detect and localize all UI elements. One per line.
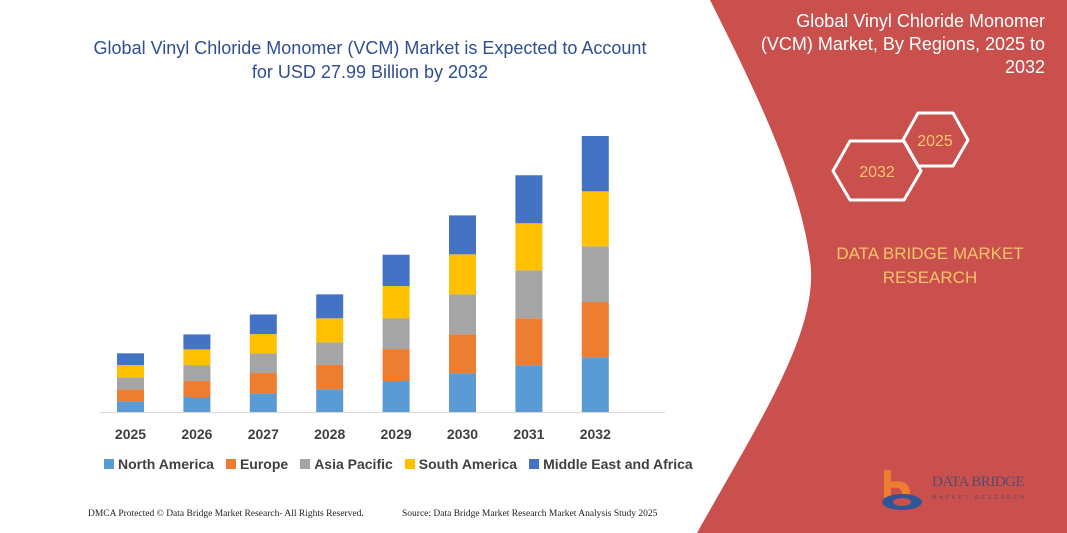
legend-item: North America — [104, 456, 214, 472]
bar-segment-2031-middle-east-and-africa — [515, 175, 543, 224]
brand-text: DATA BRIDGE MARKET RESEARCH — [836, 244, 1024, 287]
bar-segment-2025-south-america — [117, 364, 144, 378]
bar-segment-2029-middle-east-and-africa — [382, 254, 410, 287]
side-panel-title: Global Vinyl Chloride Monomer (VCM) Mark… — [760, 11, 1045, 77]
bar-segment-2030-south-america — [449, 254, 476, 295]
bar-segment-2032-south-america — [581, 191, 609, 247]
bar-segment-2030-middle-east-and-africa — [449, 215, 476, 255]
chart-title: Global Vinyl Chloride Monomer (VCM) Mark… — [93, 38, 647, 82]
bar-segment-2026-middle-east-and-africa — [183, 334, 211, 350]
bar-segment-2026-asia-pacific — [183, 365, 211, 382]
x-tick-label: 2026 — [181, 426, 212, 442]
bar-segment-2028-north-america — [316, 389, 344, 412]
bar-segment-2032-europe — [581, 302, 609, 358]
legend-label: Europe — [239, 456, 289, 472]
legend-label: South America — [418, 456, 518, 472]
bar-segment-2028-middle-east-and-africa — [316, 294, 344, 319]
bar-segment-2030-asia-pacific — [449, 294, 476, 335]
bar-segment-2029-north-america — [382, 381, 410, 412]
bar-segment-2025-middle-east-and-africa — [117, 353, 144, 365]
x-tick-label: 2031 — [513, 426, 544, 442]
bar-segment-2032-middle-east-and-africa — [581, 136, 609, 192]
bar-segment-2029-asia-pacific — [382, 318, 410, 350]
footer-copyright: DMCA Protected © Data Bridge Market Rese… — [88, 509, 364, 519]
bar-segment-2027-europe — [249, 373, 277, 394]
x-tick-label: 2025 — [115, 426, 146, 442]
bar-segment-2031-north-america — [515, 365, 543, 412]
hex-label-2032: 2032 — [859, 164, 895, 181]
bar-segment-2027-asia-pacific — [249, 353, 277, 374]
legend-label: North America — [118, 456, 214, 472]
logo-subtext: MARKET RESEARCH — [932, 495, 1027, 501]
x-tick-label: 2027 — [248, 426, 279, 442]
bar-segment-2032-north-america — [581, 357, 609, 412]
hex-label-2025: 2025 — [917, 133, 953, 150]
x-tick-label: 2030 — [447, 426, 478, 442]
data-bridge-logo-icon — [882, 470, 922, 510]
legend: North America Europe Asia Pacific South … — [104, 456, 693, 472]
bar-segment-2028-south-america — [316, 318, 344, 343]
bar-segment-2027-south-america — [249, 334, 277, 354]
side-panel — [697, 0, 1067, 533]
bar-segment-2031-asia-pacific — [515, 270, 543, 319]
bar-segment-2030-north-america — [449, 373, 476, 412]
legend-item: Asia Pacific — [300, 456, 393, 472]
bar-segment-2032-asia-pacific — [581, 246, 609, 303]
legend-label: Middle East and Africa — [543, 456, 693, 472]
bar-segment-2029-europe — [382, 349, 410, 382]
bar-segment-2025-europe — [117, 389, 144, 402]
bar-segment-2025-north-america — [117, 401, 144, 412]
legend-label: Asia Pacific — [314, 456, 393, 472]
x-tick-label: 2032 — [580, 426, 611, 442]
bar-segment-2030-europe — [449, 334, 476, 374]
bar-segment-2025-asia-pacific — [117, 377, 144, 390]
bar-segment-2028-asia-pacific — [316, 342, 344, 365]
footer-source: Source: Data Bridge Market Research Mark… — [402, 509, 658, 519]
bar-segment-2028-europe — [316, 364, 344, 390]
bar-segment-2026-south-america — [183, 349, 211, 366]
legend-item: South America — [404, 456, 518, 472]
logo-text: DATA BRIDGE — [932, 474, 1025, 490]
bar-segment-2027-middle-east-and-africa — [249, 314, 277, 335]
bar-segment-2026-europe — [183, 381, 211, 398]
bar-segment-2031-europe — [515, 318, 543, 366]
bar-segment-2027-north-america — [249, 393, 277, 412]
bar-segment-2029-south-america — [382, 286, 410, 319]
bar-segment-2026-north-america — [183, 397, 211, 412]
legend-item: Europe — [225, 456, 289, 472]
legend-item: Middle East and Africa — [529, 456, 693, 472]
x-tick-labels: 2025 2026 2027 2028 2029 2030 2031 2032 — [115, 426, 611, 442]
hexagon-2032 — [831, 139, 923, 202]
legend-swatch — [404, 459, 415, 469]
legend-swatch — [104, 459, 114, 469]
bar-segment-2031-south-america — [515, 223, 543, 271]
x-tick-label: 2029 — [381, 426, 412, 442]
legend-swatch — [529, 459, 540, 469]
legend-swatch — [300, 459, 311, 469]
x-tick-label: 2028 — [314, 426, 345, 442]
legend-swatch — [225, 459, 236, 469]
bars — [117, 136, 609, 412]
